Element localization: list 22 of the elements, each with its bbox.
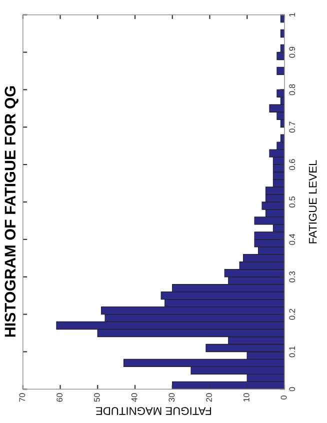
x-tick-label: 40	[131, 393, 138, 402]
text: HISTOGRAM OF FATIGUE FOR QG	[4, 86, 18, 337]
x-tick-label: 10	[243, 393, 250, 402]
y-tick-label: 0.2	[289, 308, 296, 320]
x-tick-label: 50	[94, 393, 100, 402]
y-tick-label: 1	[289, 12, 295, 16]
y-tick-label: 0.7	[289, 122, 296, 133]
x-tick-label: 0	[280, 396, 287, 400]
y-tick-label: 0.8	[289, 84, 296, 96]
y-axis-title: FATIGUE LEVEL	[308, 160, 317, 244]
y-tick-label: 0.3	[289, 271, 296, 282]
x-tick-label: 20	[206, 393, 212, 402]
y-tick-label: 0.1	[289, 346, 296, 358]
x-tick-label: 60	[56, 393, 62, 402]
y-tick-label: 0	[289, 387, 296, 392]
y-tick-label: 0.4	[289, 234, 296, 245]
y-tick-label: 0.6	[289, 159, 296, 170]
y-tick-label: 0.9	[289, 46, 296, 58]
y-tick-label: 0.5	[289, 196, 296, 208]
x-tick-label: 70	[19, 393, 26, 402]
x-tick-label: 30	[168, 393, 175, 402]
x-axis-title: FATIGUE MAGNITUDE	[96, 407, 212, 415]
